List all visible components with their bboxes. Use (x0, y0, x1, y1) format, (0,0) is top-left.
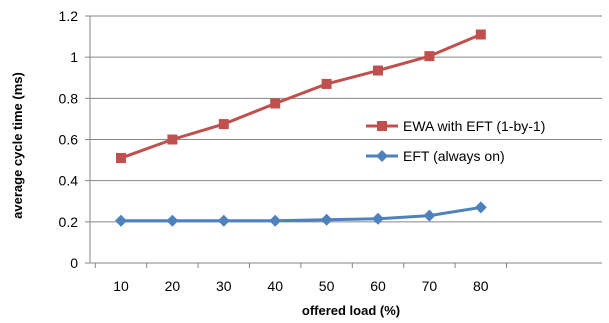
series-0 (116, 29, 486, 164)
data-point-0-4 (321, 78, 332, 89)
x-tick-label-2: 30 (216, 278, 232, 294)
legend: EWA with EFT (1-by-1) EFT (always on) (366, 118, 545, 164)
x-tick-label-3: 40 (267, 278, 283, 294)
data-point-1-5 (372, 212, 384, 225)
legend-label-1: EFT (always on) (403, 148, 505, 164)
series-line-1 (121, 205, 482, 223)
y-tick-label-5: 1 (70, 49, 78, 65)
y-tick-label-0: 0 (70, 255, 78, 271)
y-tick-label-1: 0.2 (59, 214, 79, 230)
y-axis-title: average cycle time (ms) (10, 72, 25, 219)
series-line-0 (120, 33, 482, 160)
data-point-0-1 (167, 134, 178, 145)
y-tick-labels: 0 0.2 0.4 0.6 0.8 1 1.2 (59, 8, 79, 271)
x-tick-label-0: 10 (113, 278, 129, 294)
axes (85, 15, 602, 268)
data-point-0-5 (373, 65, 383, 76)
x-tick-label-6: 70 (422, 278, 438, 294)
data-point-0-7 (475, 29, 486, 40)
y-tick-label-2: 0.4 (59, 173, 79, 189)
data-point-1-6 (423, 209, 436, 222)
series (115, 29, 487, 227)
x-tick-label-5: 60 (370, 278, 386, 294)
data-point-1-3 (269, 214, 282, 227)
data-point-1-4 (320, 213, 333, 226)
data-point-1-2 (217, 214, 230, 227)
x-axis-title: offered load (%) (302, 303, 400, 318)
data-point-0-2 (218, 119, 229, 130)
legend-label-0: EWA with EFT (1-by-1) (403, 118, 545, 134)
x-tick-labels: 10 20 30 40 50 60 70 80 (113, 278, 489, 294)
legend-marker-1 (376, 150, 388, 162)
x-tick-label-4: 50 (319, 278, 335, 294)
data-point-0-6 (424, 51, 435, 62)
data-point-0-0 (116, 153, 126, 164)
legend-marker-0 (377, 121, 387, 131)
y-tick-label-4: 0.8 (59, 90, 79, 106)
series-1 (115, 201, 487, 227)
data-point-0-3 (270, 98, 281, 109)
y-tick-label-6: 1.2 (59, 8, 79, 24)
data-point-1-1 (166, 214, 179, 227)
x-tick-label-1: 20 (165, 278, 181, 294)
data-point-1-0 (115, 214, 127, 227)
data-point-1-7 (474, 201, 487, 214)
y-tick-label-3: 0.6 (59, 132, 79, 148)
x-tick-label-7: 80 (473, 278, 489, 294)
